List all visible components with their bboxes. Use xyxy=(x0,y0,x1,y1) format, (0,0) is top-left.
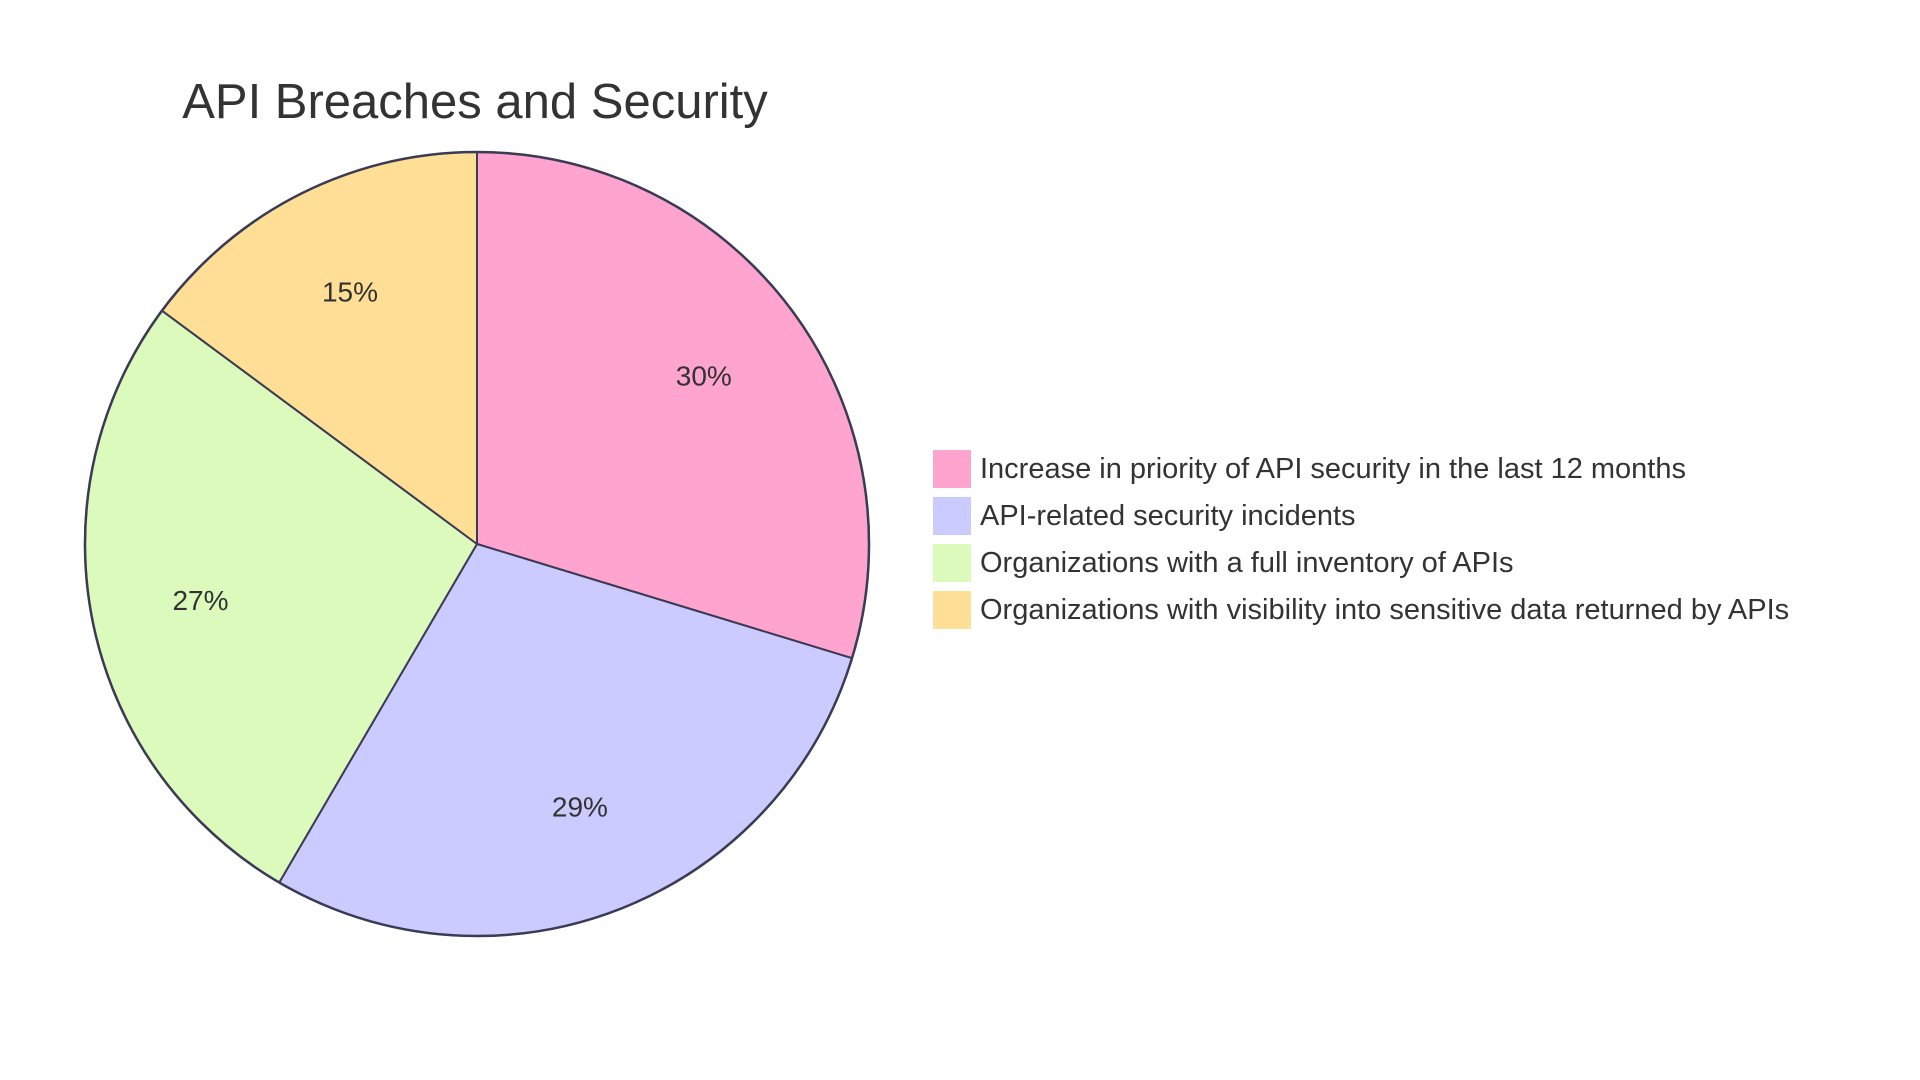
legend-label-3: Organizations with a full inventory of A… xyxy=(980,547,1514,579)
legend-swatch-3 xyxy=(931,542,973,584)
slice-label-3: 27% xyxy=(172,585,228,616)
legend-item: Organizations with visibility into sensi… xyxy=(931,589,1789,631)
slice-label-2: 29% xyxy=(552,791,608,822)
legend-item: API-related security incidents xyxy=(931,495,1356,537)
legend-item: Organizations with a full inventory of A… xyxy=(931,542,1514,584)
slice-label-1: 30% xyxy=(676,361,732,392)
pie-outline xyxy=(83,150,871,938)
legend-label-2: API-related security incidents xyxy=(980,500,1356,532)
pie-slice-labels: 30% 29% 27% 15% xyxy=(172,276,731,822)
legend-swatch-1 xyxy=(931,448,973,490)
legend-swatch-4 xyxy=(931,589,973,631)
legend-swatch-2 xyxy=(931,495,973,537)
legend-label-4: Organizations with visibility into sensi… xyxy=(980,594,1789,626)
legend-label-1: Increase in priority of API security in … xyxy=(980,453,1686,485)
pie-slices xyxy=(83,150,871,938)
slice-label-4: 15% xyxy=(322,276,378,307)
chart-title: API Breaches and Security xyxy=(182,75,768,129)
legend: Increase in priority of API security in … xyxy=(931,448,1789,631)
legend-item: Increase in priority of API security in … xyxy=(931,448,1686,490)
